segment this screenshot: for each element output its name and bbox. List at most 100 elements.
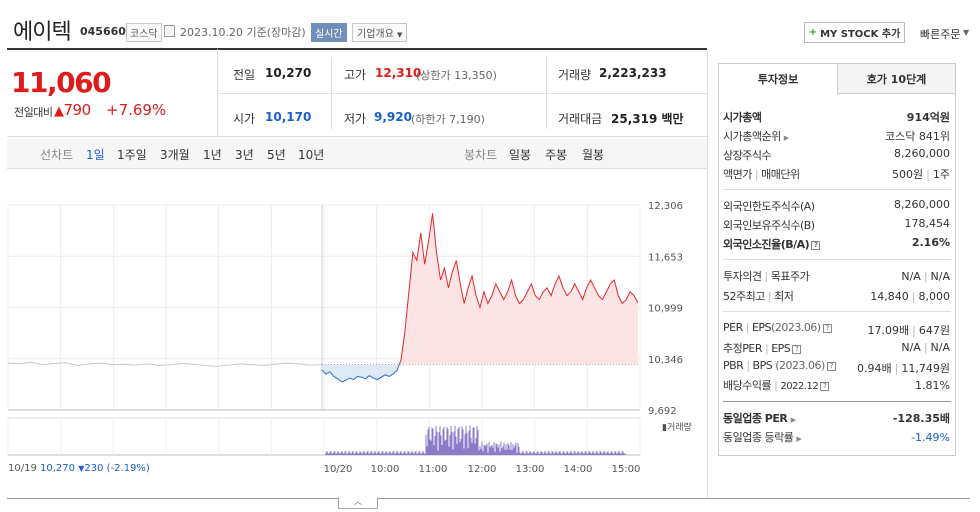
prev-close-label: 전일 <box>233 68 256 82</box>
tab-monthly[interactable]: 월봉 <box>582 148 605 162</box>
price-chart[interactable]: 12,306 11,653 10,999 10,346 9,692 ▮거래량 10/20 10… <box>0 190 708 490</box>
high-value: 12,310 <box>375 66 422 80</box>
y-tick-label: 9,692 <box>648 406 677 417</box>
trade-amount-value: 25,319 백만 <box>611 110 684 127</box>
help-icon[interactable]: ? <box>792 344 802 354</box>
add-mystock-button[interactable]: + MY STOCK 추가 <box>804 22 905 43</box>
chevron-down-icon[interactable]: ▼ <box>963 28 970 37</box>
chevron-right-icon[interactable]: ▶ <box>783 134 789 142</box>
grid-divider <box>217 93 707 94</box>
tab-3m[interactable]: 3개월 <box>160 148 190 162</box>
per-period: (2023.06) <box>771 321 821 334</box>
volume-value: 2,223,233 <box>599 66 667 80</box>
dividend-value: 1.81% <box>915 379 950 392</box>
par-label: 액면가 <box>723 168 752 181</box>
collapse-button[interactable]: ︿ <box>338 497 378 509</box>
quote-summary-grid <box>217 48 707 137</box>
industry-rate-label: 동일업종 등락률 ▶ <box>723 429 802 445</box>
tab-1w[interactable]: 1주일 <box>117 148 147 162</box>
opinion-value: N/A <box>901 270 921 283</box>
plus-icon: + <box>808 27 818 38</box>
investment-info-panel <box>718 63 956 456</box>
est-per-value: N/A | N/A <box>901 341 950 354</box>
line-chart-label: 선차트 <box>40 148 74 162</box>
bps-label: BPS <box>752 359 773 372</box>
industry-per-value: -128.35배 <box>892 412 950 425</box>
bps-value: 11,749원 <box>901 362 950 375</box>
company-overview-dropdown[interactable]: 기업개요 ▼ <box>352 23 408 42</box>
tab-investment-info[interactable]: 투자정보 <box>719 64 837 94</box>
prev-day-close: 10,270 <box>40 463 76 474</box>
est-eps-label: EPS <box>771 342 791 355</box>
chevron-down-icon: ▼ <box>397 31 403 39</box>
help-icon[interactable]: ? <box>826 361 836 371</box>
industry-per-label: 동일업종 PER ▶ <box>723 410 796 426</box>
tab-5y[interactable]: 5년 <box>267 148 286 162</box>
as-of-date: 2023.10.20 기준(장마감) <box>180 26 306 39</box>
mcap-rank-value: 코스닥 841위 <box>885 130 950 143</box>
pbr-bps-value: 0.94배 | 11,749원 <box>857 362 950 375</box>
candle-chart-label: 봉차트 <box>464 148 498 162</box>
tab-weekly[interactable]: 주봉 <box>545 148 568 162</box>
prev-close-value: 10,270 <box>265 66 312 80</box>
current-price: 11,060 <box>11 66 112 99</box>
unit-value: 1주 <box>932 168 950 181</box>
foreign-hold-value: 178,454 <box>904 217 951 230</box>
shares-value: 8,260,000 <box>894 147 950 160</box>
help-icon[interactable]: ? <box>822 323 832 333</box>
eps-value: 647원 <box>918 324 950 337</box>
est-per-number: N/A <box>901 341 921 354</box>
quick-order-button[interactable]: 빠른주문 <box>920 28 961 41</box>
industry-rate-value: -1.49% <box>911 431 950 444</box>
tab-1y[interactable]: 1년 <box>203 148 222 162</box>
target-label: 목표주가 <box>770 270 810 283</box>
prev-day-line <box>7 361 323 367</box>
triangle-up-icon: ▲ <box>54 104 64 119</box>
mcap-rank-label: 시가총액순위 ▶ <box>723 128 789 144</box>
est-per-label: 추정PER | EPS? <box>723 340 802 356</box>
prev-day-date: 10/19 <box>8 463 37 474</box>
foreign-ratio-text: 외국인소진율(B/A) <box>723 238 810 251</box>
tab-3y[interactable]: 3년 <box>235 148 254 162</box>
tab-order-book[interactable]: 호가 10단계 <box>837 64 955 94</box>
open-label: 시가 <box>233 112 256 126</box>
help-icon[interactable]: ? <box>820 381 830 391</box>
add-mystock-label: MY STOCK 추가 <box>820 29 901 40</box>
par-value: 500원 <box>892 168 924 181</box>
per-eps-value: 17.09배 | 647원 <box>867 324 950 337</box>
w52-low-value: 8,000 <box>918 290 951 303</box>
upper-limit: (상한가 13,350) <box>416 69 497 82</box>
low-label: 저가 <box>344 112 367 126</box>
foreign-limit-value: 8,260,000 <box>894 198 950 211</box>
triangle-down-icon: ▼ <box>78 464 85 473</box>
tab-10y[interactable]: 10년 <box>298 148 325 162</box>
shares-label: 상장주식수 <box>723 149 772 162</box>
realtime-badge[interactable]: 실시간 <box>311 23 347 42</box>
foreign-limit-label: 외국인한도주식수(A) <box>723 200 815 213</box>
mcap-rank-text: 시가총액순위 <box>723 130 781 143</box>
panel-divider <box>707 52 708 498</box>
dividend-text: 배당수익률 <box>723 379 772 392</box>
market-badge: 코스닥 <box>126 23 162 42</box>
opinion-target-value: N/A | N/A <box>901 270 950 283</box>
today-up-line <box>398 213 639 365</box>
w52-label: 52주최고 | 최저 <box>723 290 794 303</box>
est-eps-number: N/A <box>930 341 950 354</box>
prev-day-change: 230 <box>84 463 104 474</box>
change-label: 전일대비 <box>14 106 53 119</box>
chart-period-tabs <box>7 139 707 169</box>
w52-value: 14,840 | 8,000 <box>870 290 951 303</box>
per-value: 17.09배 <box>867 324 910 337</box>
x-tick-label: 15:00 <box>612 464 641 475</box>
chevron-right-icon[interactable]: ▶ <box>790 416 796 424</box>
trade-amount-unit: 백만 <box>661 112 684 126</box>
tab-daily[interactable]: 일봉 <box>509 148 532 162</box>
chevron-up-icon: ︿ <box>354 497 362 506</box>
chevron-right-icon[interactable]: ▶ <box>796 435 802 443</box>
help-icon[interactable]: ? <box>811 240 821 250</box>
foreign-ratio-label: 외국인소진율(B/A)? <box>723 236 821 252</box>
tab-1d[interactable]: 1일 <box>86 148 105 162</box>
est-per-text: 추정PER <box>723 342 762 355</box>
x-tick-label: 12:00 <box>468 464 497 475</box>
y-tick-label: 11,653 <box>648 252 683 263</box>
